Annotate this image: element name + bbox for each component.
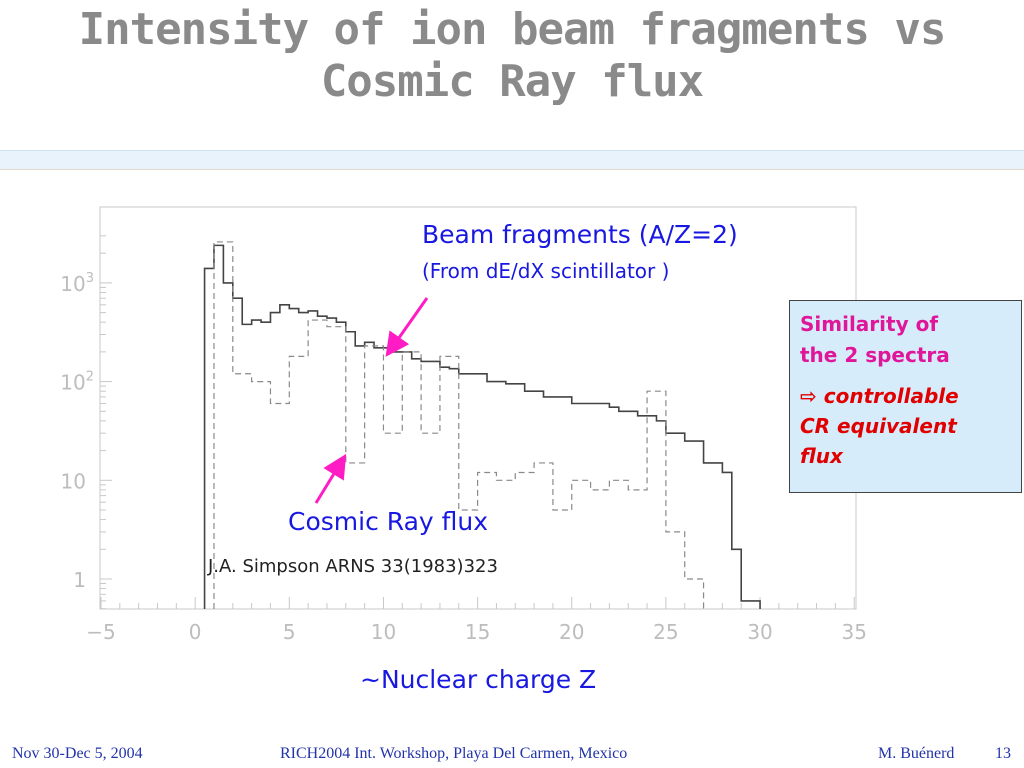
footer-page-number: 13 [995,745,1011,762]
footer-date: Nov 30-Dec 5, 2004 [12,745,143,762]
x-tick-label: −5 [86,620,115,644]
cosmic-ray-label: Cosmic Ray flux [288,507,489,536]
title-divider [0,150,1024,170]
y-tick-label: 103 [60,271,94,296]
reference-citation: J.A. Simpson ARNS 33(1983)323 [208,556,498,577]
footer-author: M. Buénerd [878,745,955,762]
callout-line-3-text: controllable [823,384,959,408]
x-tick-label: 5 [283,620,296,644]
beam-fragments-histogram [203,244,761,609]
x-tick-label: 15 [465,620,490,644]
callout-line-2: the 2 spectra [800,343,950,367]
footer-conference: RICH2004 Int. Workshop, Playa Del Carmen… [280,745,628,762]
conclusion-callout: Similarity of the 2 spectra ⇨ controllab… [789,300,1022,493]
callout-line-4: CR equivalent [800,414,957,438]
callout-line-3: ⇨ controllable [800,381,1011,411]
title-line-2: Cosmic Ray flux [320,56,704,107]
x-tick-label: 0 [189,620,202,644]
histogram-chart: −5 0 5 10 15 20 25 30 35 1 10 102 103 [60,206,867,644]
y-tick-label: 1 [73,568,86,592]
x-tick-label: 20 [559,620,584,644]
y-tick-label: 10 [61,469,86,493]
arrow-right-icon: ⇨ [800,384,817,408]
title-line-1: Intensity of ion beam fragments vs [78,4,947,55]
beam-fragments-label: Beam fragments (A/Z=2) [422,220,738,249]
x-tick-label: 30 [747,620,772,644]
x-axis-label: ~Nuclear charge Z [360,665,597,694]
x-tick-label: 10 [371,620,396,644]
y-tick-label: 102 [60,370,94,395]
callout-line-5: flux [800,444,843,468]
slide-title: Intensity of ion beam fragments vs Cosmi… [0,4,1024,108]
cosmic-ray-histogram [213,241,705,609]
x-tick-label: 25 [653,620,678,644]
x-tick-label: 35 [841,620,866,644]
callout-line-1: Similarity of [800,312,939,336]
beam-source-label: (From dE/dX scintillator ) [422,259,670,283]
